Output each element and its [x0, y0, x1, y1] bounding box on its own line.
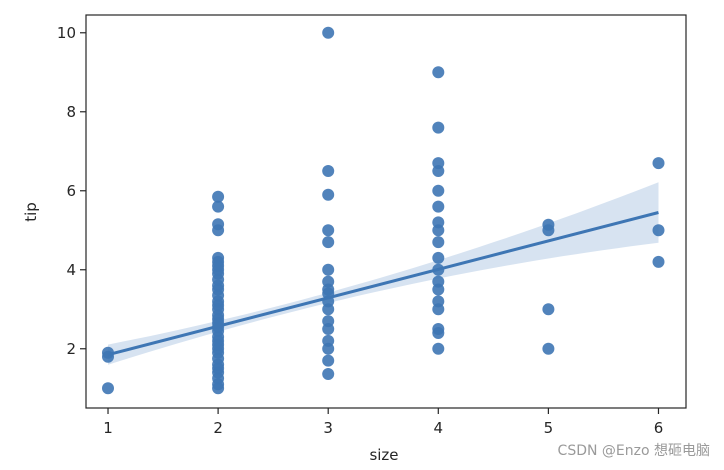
scatter-points	[102, 26, 665, 395]
data-point	[322, 263, 335, 276]
data-point	[432, 342, 445, 355]
data-point	[652, 224, 665, 237]
data-point	[102, 346, 114, 359]
data-point	[102, 382, 114, 395]
confidence-band	[108, 182, 659, 365]
data-point	[322, 26, 335, 39]
data-point	[432, 157, 445, 170]
data-point	[432, 295, 445, 308]
regression-line	[107, 211, 659, 357]
y-axis-ticks: 2 4 6 8 10	[57, 24, 86, 358]
x-axis-title: size	[369, 446, 398, 464]
data-point	[542, 218, 555, 231]
x-tick-label: 3	[323, 419, 333, 437]
data-point	[212, 218, 225, 231]
data-point	[432, 66, 445, 79]
y-tick-label: 10	[57, 24, 76, 42]
data-point	[432, 184, 445, 197]
data-point	[432, 121, 445, 134]
data-point	[432, 200, 445, 213]
x-tick-label: 1	[103, 419, 113, 437]
data-point	[322, 354, 335, 367]
data-point	[322, 236, 335, 249]
data-point	[212, 190, 225, 203]
data-point	[432, 275, 445, 288]
data-point	[432, 216, 445, 229]
data-point	[432, 251, 445, 264]
y-axis-title: tip	[22, 202, 40, 222]
data-point	[322, 224, 335, 237]
data-point	[322, 334, 335, 347]
watermark: CSDN @Enzo 想砸电脑	[557, 443, 710, 459]
y-tick-label: 4	[66, 261, 76, 279]
data-point	[322, 275, 335, 288]
data-point	[542, 303, 555, 316]
x-tick-label: 5	[544, 419, 554, 437]
x-tick-label: 4	[434, 419, 444, 437]
x-tick-label: 2	[213, 419, 223, 437]
data-point	[212, 200, 225, 213]
y-tick-label: 8	[66, 103, 76, 121]
x-axis-ticks: 1 2 3 4 5 6	[103, 408, 663, 437]
data-point	[652, 255, 665, 268]
y-tick-label: 2	[66, 340, 76, 358]
plot-frame	[85, 14, 687, 409]
data-point	[322, 368, 335, 380]
data-point	[432, 236, 445, 249]
data-point	[432, 323, 445, 335]
data-point	[322, 188, 335, 201]
data-point	[212, 251, 225, 264]
data-point	[322, 165, 335, 177]
data-point	[652, 157, 665, 170]
data-point	[322, 315, 335, 328]
data-point	[542, 342, 555, 355]
x-tick-label: 6	[654, 419, 664, 437]
y-tick-label: 6	[66, 182, 76, 200]
